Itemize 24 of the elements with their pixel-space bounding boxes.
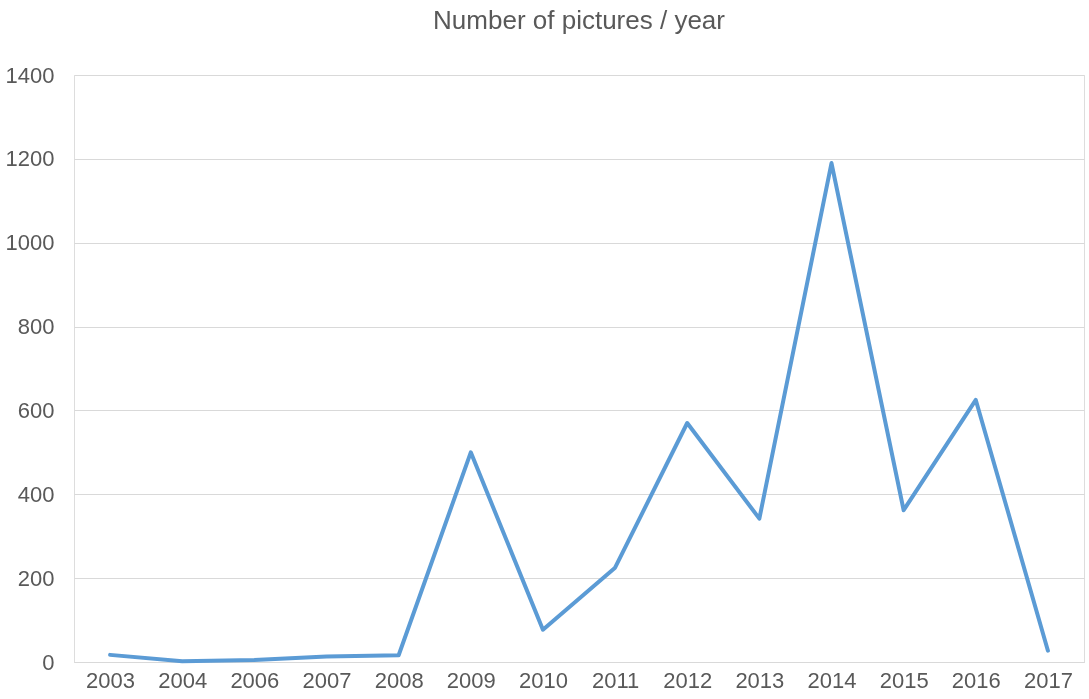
y-tick-label: 800 [17, 314, 55, 340]
y-tick-label: 400 [17, 481, 55, 507]
x-tick-label: 2013 [735, 667, 785, 693]
x-tick-label: 2004 [158, 667, 208, 693]
x-tick-label: 2007 [302, 667, 352, 693]
x-tick-label: 2009 [446, 667, 496, 693]
x-tick-label: 2010 [518, 667, 568, 693]
x-tick-label: 2006 [230, 667, 280, 693]
y-tick-label: 200 [17, 565, 55, 591]
y-tick-label: 1400 [5, 62, 55, 88]
x-tick-label: 2016 [951, 667, 1001, 693]
y-tick-label: 1000 [5, 230, 55, 256]
line-series [108, 161, 1050, 664]
x-tick-label: 2011 [591, 667, 640, 693]
x-tick-label: 2015 [879, 667, 929, 693]
y-tick-label: 600 [17, 397, 55, 423]
x-tick-label: 2008 [374, 667, 424, 693]
x-tick-label: 2017 [1023, 667, 1073, 693]
x-tick-label: 2003 [86, 667, 136, 693]
x-tick-label: 2012 [663, 667, 713, 693]
y-tick-label: 1200 [5, 146, 55, 172]
y-tick-label: 0 [42, 649, 55, 675]
chart-title: Number of pictures / year [433, 5, 726, 35]
x-tick-label: 2014 [807, 667, 857, 693]
